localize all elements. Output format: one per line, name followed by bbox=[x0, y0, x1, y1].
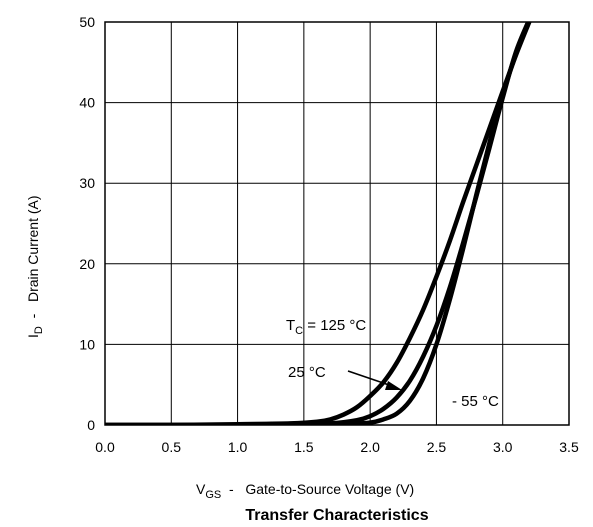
annotation-25c: 25 °C bbox=[288, 364, 326, 381]
x-tick-label: 2.5 bbox=[427, 439, 447, 455]
x-tick-label: 2.0 bbox=[360, 439, 380, 455]
y-tick-labels: 0 10 20 30 40 50 bbox=[79, 14, 95, 433]
annotation-arrow-line bbox=[347, 370, 393, 387]
y-tick-label: 50 bbox=[79, 14, 95, 30]
x-tick-label: 3.0 bbox=[493, 439, 513, 455]
x-tick-label: 0.5 bbox=[162, 439, 182, 455]
x-tick-label: 1.5 bbox=[294, 439, 314, 455]
x-tick-label: 1.0 bbox=[228, 439, 248, 455]
y-tick-label: 10 bbox=[79, 336, 95, 352]
annotation-tc-125: TC = 125 °C bbox=[286, 317, 366, 337]
y-tick-label: 40 bbox=[79, 95, 95, 111]
x-axis-label: VGS - Gate-to-Source Voltage (V) bbox=[196, 481, 414, 501]
series-line-2 bbox=[105, 22, 531, 425]
chart-title: Transfer Characteristics bbox=[245, 507, 428, 524]
y-tick-label: 30 bbox=[79, 175, 95, 191]
x-tick-labels: 0.0 0.5 1.0 1.5 2.0 2.5 3.0 3.5 bbox=[95, 439, 579, 455]
plot-frame bbox=[104, 21, 570, 426]
y-axis-label: ID - Drain Current (A) bbox=[25, 195, 45, 338]
grid bbox=[104, 21, 570, 426]
x-tick-label: 3.5 bbox=[559, 439, 579, 455]
y-tick-label: 20 bbox=[79, 256, 95, 272]
x-tick-label: 0.0 bbox=[95, 439, 115, 455]
annotation-minus55c: - 55 °C bbox=[452, 393, 499, 410]
y-tick-label: 0 bbox=[87, 417, 95, 433]
annotation-arrowhead bbox=[385, 381, 402, 390]
